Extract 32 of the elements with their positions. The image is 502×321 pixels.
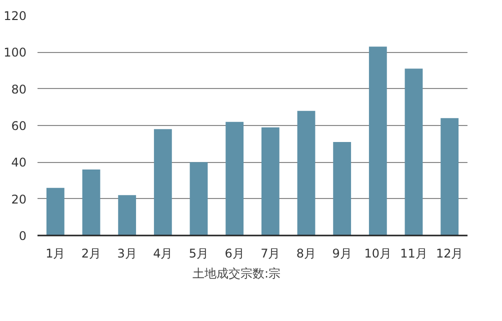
bar — [368, 46, 387, 236]
x-tick-label: 7月 — [260, 246, 280, 260]
x-tick-label: 11月 — [400, 246, 428, 260]
y-tick-label: 0 — [18, 229, 27, 243]
x-tick-label: 8月 — [296, 246, 316, 260]
bar — [440, 118, 459, 236]
bar — [118, 195, 136, 236]
x-tick-label: 10月 — [364, 246, 392, 260]
y-tick-label: 80 — [11, 82, 27, 96]
text: 土地成交宗数:宗 — [192, 266, 281, 282]
bar — [154, 129, 172, 236]
x-tick-label: 2月 — [81, 246, 102, 260]
x-tick-label: 12月 — [436, 246, 464, 260]
bar — [404, 68, 423, 236]
x-tick-label: 4月 — [153, 246, 173, 260]
y-tick-label: 20 — [11, 192, 27, 206]
x-tick-label: 3月 — [117, 246, 137, 260]
bar — [261, 127, 280, 236]
x-tick-label: 1月 — [46, 246, 66, 260]
bar — [82, 170, 100, 236]
x-tick-label: 6月 — [224, 246, 244, 260]
y-tick-label: 120 — [4, 9, 26, 23]
y-tick-label: 100 — [4, 46, 26, 60]
y-tick-label: 60 — [11, 119, 27, 133]
y-tick-label: 40 — [11, 156, 27, 170]
bar — [333, 142, 352, 236]
bar — [46, 188, 64, 236]
bar — [297, 110, 316, 236]
bar — [226, 122, 244, 236]
x-tick-label: 9月 — [332, 246, 352, 260]
x-tick-label: 5月 — [188, 246, 209, 260]
bar — [190, 162, 208, 236]
